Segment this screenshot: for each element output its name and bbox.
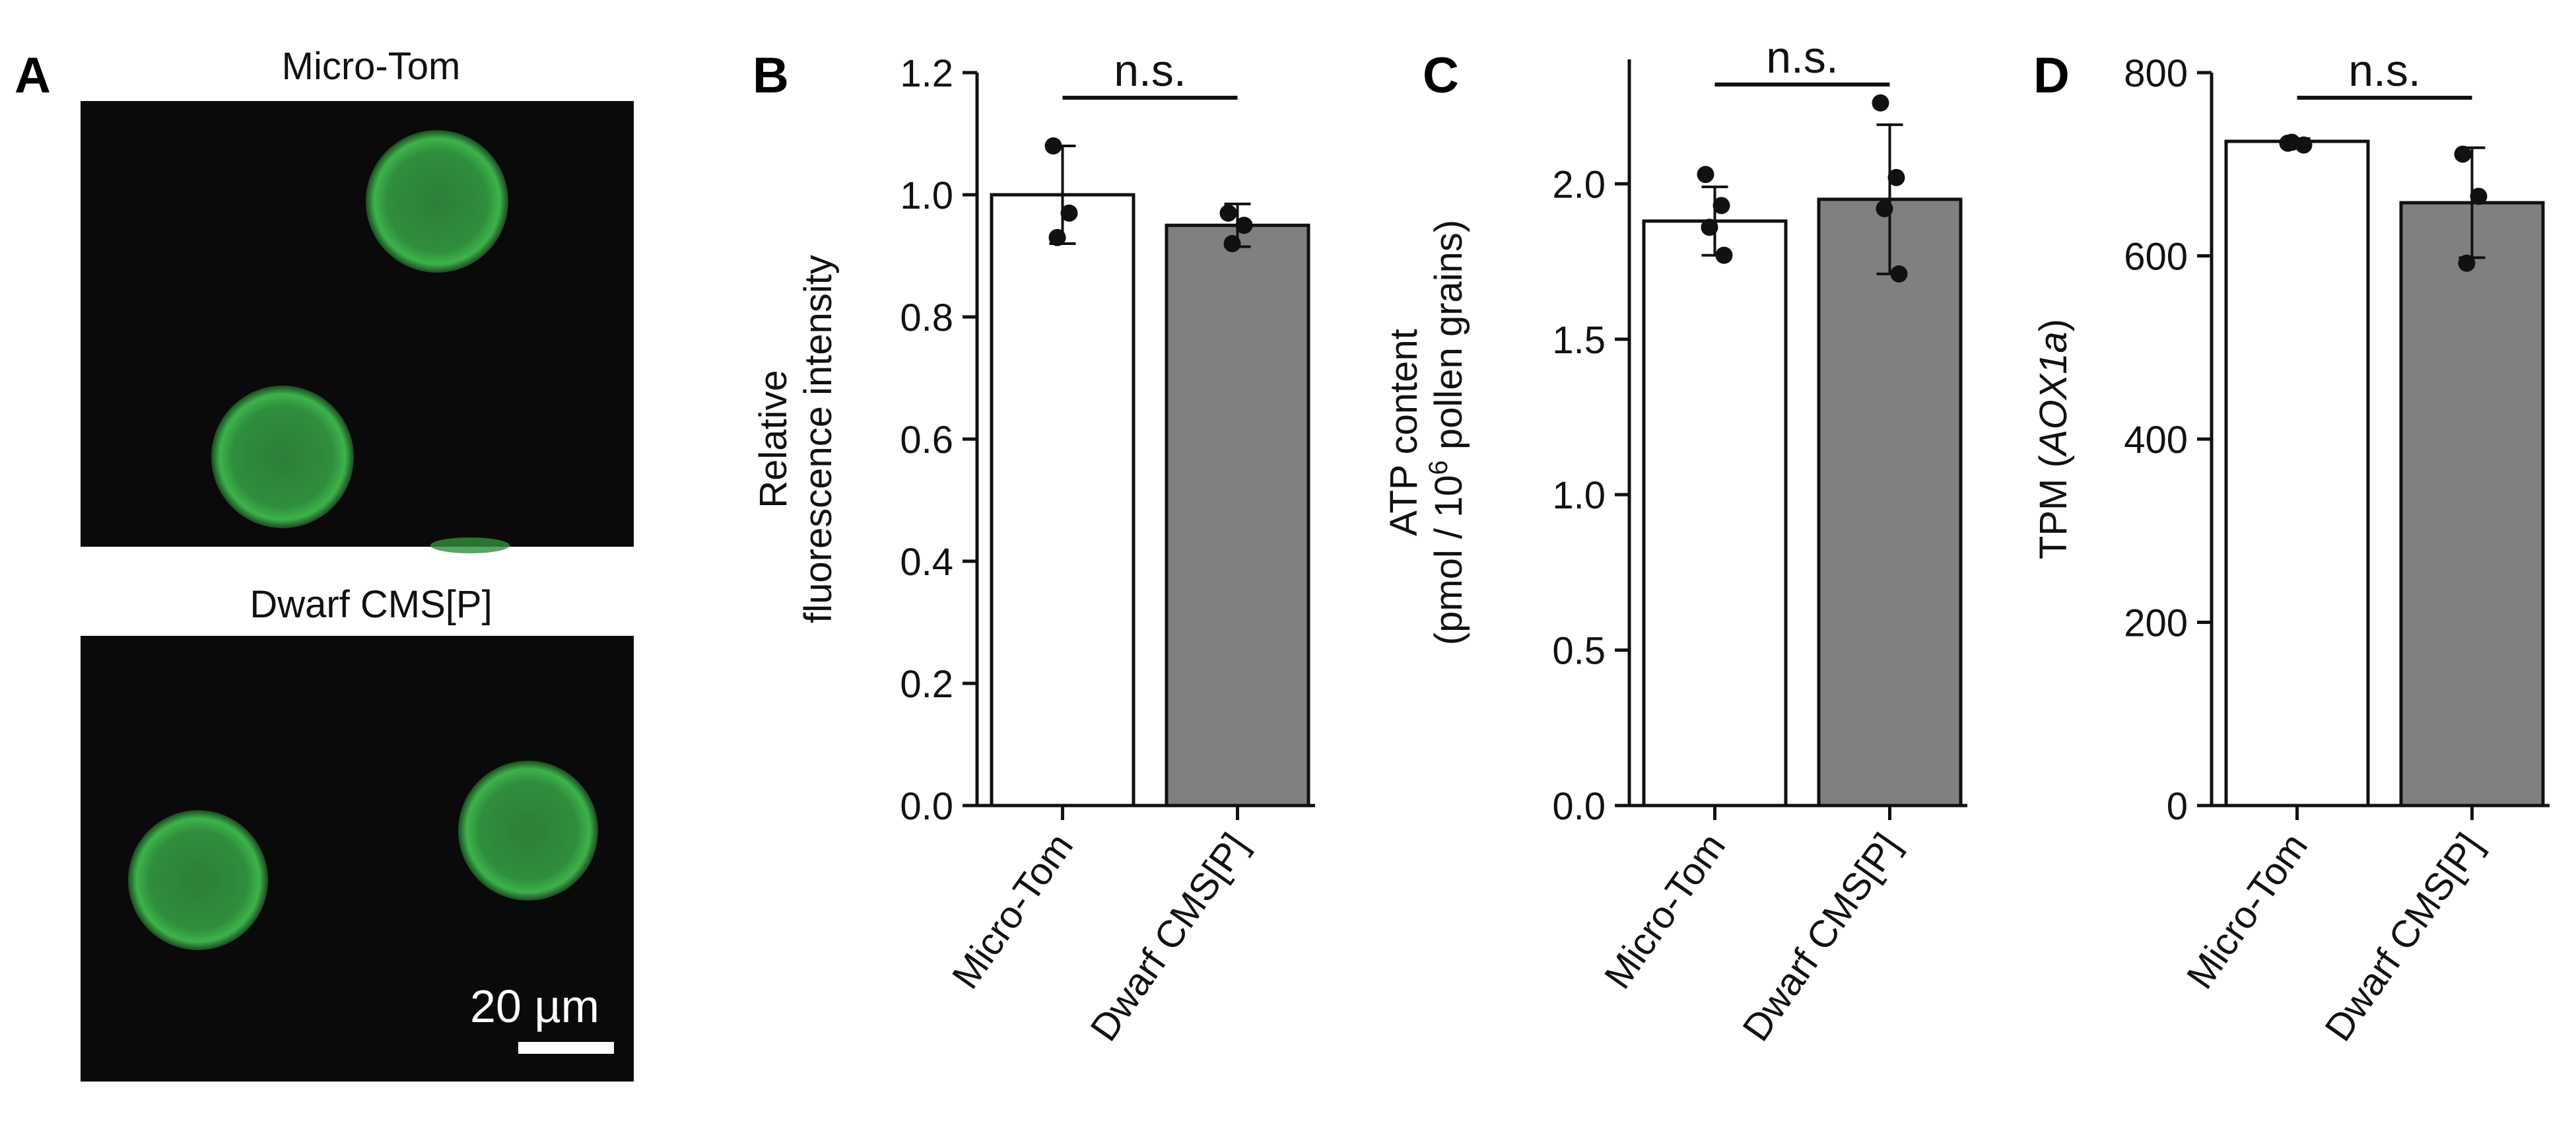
significance-label: n.s.	[2348, 46, 2421, 96]
dwarf-cms-pollen-grains	[128, 761, 598, 950]
data-point	[1044, 137, 1062, 155]
y-axis-label-gene: AOX1a	[2032, 331, 2075, 457]
y-axis-label-line: pollen grains)	[1427, 220, 1470, 460]
data-point	[1876, 200, 1893, 217]
bar	[1817, 197, 1963, 808]
y-axis-label-line: fluorescence intensity	[797, 255, 840, 623]
y-tick-label: 0.8	[900, 296, 953, 339]
x-tick-label: Micro-Tom	[944, 825, 1081, 996]
y-tick-label: 1.0	[900, 174, 953, 217]
data-point	[1235, 217, 1253, 234]
pollen-grain-partial	[430, 537, 510, 553]
x-tick-label: Micro-Tom	[1596, 825, 1734, 996]
scale-bar	[518, 1042, 614, 1054]
significance-label: n.s.	[1766, 32, 1839, 83]
data-point	[2458, 254, 2476, 272]
scale-bar-label: 20 µm	[470, 981, 599, 1032]
data-point	[1060, 204, 1078, 222]
pollen-grain	[211, 386, 354, 528]
dwarf-cms-image-title: Dwarf CMS[P]	[250, 583, 492, 626]
y-axis-label: ATP content(pmol / 106 pollen grains)	[1382, 220, 1470, 645]
data-point	[2470, 188, 2488, 205]
panel-c-chart: C 0.0 0.5 1.0 1.5 2.0 ATP content(pmol / 106 p…	[1382, 32, 1967, 1049]
pollen-grain	[128, 810, 268, 950]
data-point	[2283, 133, 2301, 151]
y-axis-label-line: Relative	[752, 370, 795, 508]
y-axis-label-line: (pmol / 10	[1427, 475, 1470, 645]
bar	[2224, 139, 2370, 808]
data-point	[1715, 246, 1733, 264]
significance-label: n.s.	[1114, 46, 1186, 96]
data-point	[1701, 219, 1718, 236]
x-tick-label: Micro-Tom	[2179, 825, 2316, 996]
y-tick-label: 0.4	[900, 541, 953, 584]
bar	[1642, 219, 1788, 808]
data-point	[2454, 145, 2472, 163]
x-tick-label: Dwarf CMS[P]	[2317, 825, 2491, 1049]
y-tick-label: 800	[2124, 52, 2188, 95]
data-point	[1048, 228, 1066, 246]
y-tick-label: 0.6	[900, 419, 953, 462]
y-tick-label: 1.2	[900, 52, 953, 95]
micro-tom-image-title: Micro-Tom	[282, 45, 461, 88]
y-axis-label-superscript: 6	[1424, 460, 1453, 475]
y-axis-label: TPM (AOX1a)	[2032, 319, 2075, 559]
bar	[1165, 223, 1310, 808]
panel-label: C	[1423, 48, 1459, 104]
x-tick-label: Dwarf CMS[P]	[1082, 825, 1256, 1049]
panel-a: A Micro-Tom Dwarf CMS[P] 20 µm	[15, 45, 634, 1082]
data-point	[1219, 204, 1237, 222]
panel-label: B	[753, 48, 789, 104]
panel-a-label: A	[15, 48, 51, 104]
y-axis-label-line: )	[2032, 319, 2075, 331]
panel-b-chart: B 0.0 0.2 0.4 0.6 0.8 1.0 1.2 Relativefluorescen…	[752, 46, 1315, 1049]
micro-tom-pollen-grains	[211, 130, 510, 553]
x-tick-label: Dwarf CMS[P]	[1734, 825, 1909, 1049]
y-tick-label: 600	[2124, 236, 2188, 279]
y-tick-label: 2.0	[1552, 163, 1606, 206]
y-axis-label-line: ATP content	[1382, 329, 1425, 536]
pollen-grain	[366, 130, 508, 273]
bar	[2399, 201, 2545, 808]
panel-label: D	[2033, 48, 2070, 104]
y-tick-label: 200	[2124, 602, 2188, 645]
micro-tom-micrograph	[81, 101, 634, 547]
y-axis-label: Relativefluorescence intensity	[752, 255, 840, 623]
y-tick-label: 0.5	[1552, 630, 1606, 673]
data-point	[1712, 197, 1730, 215]
pollen-grain	[458, 761, 598, 901]
y-axis-label-line: TPM (	[2032, 455, 2075, 559]
y-tick-label: 1.0	[1552, 474, 1606, 517]
data-point	[1887, 168, 1905, 186]
data-point	[1697, 166, 1714, 184]
y-tick-label: 400	[2124, 419, 2188, 462]
y-tick-label: 1.5	[1552, 319, 1606, 362]
y-tick-label: 0	[2167, 785, 2188, 828]
data-point	[1890, 265, 1908, 283]
bar	[990, 193, 1135, 808]
y-tick-label: 0.2	[900, 663, 953, 706]
y-tick-label: 0.0	[1552, 785, 1606, 828]
data-point	[1872, 94, 1889, 112]
data-point	[1223, 235, 1241, 252]
y-tick-label: 0.0	[900, 785, 953, 828]
panel-d-chart: D 0 200 400 600 800 TPM (AOX1a) Micro-Tom Dwarf …	[2032, 46, 2550, 1049]
